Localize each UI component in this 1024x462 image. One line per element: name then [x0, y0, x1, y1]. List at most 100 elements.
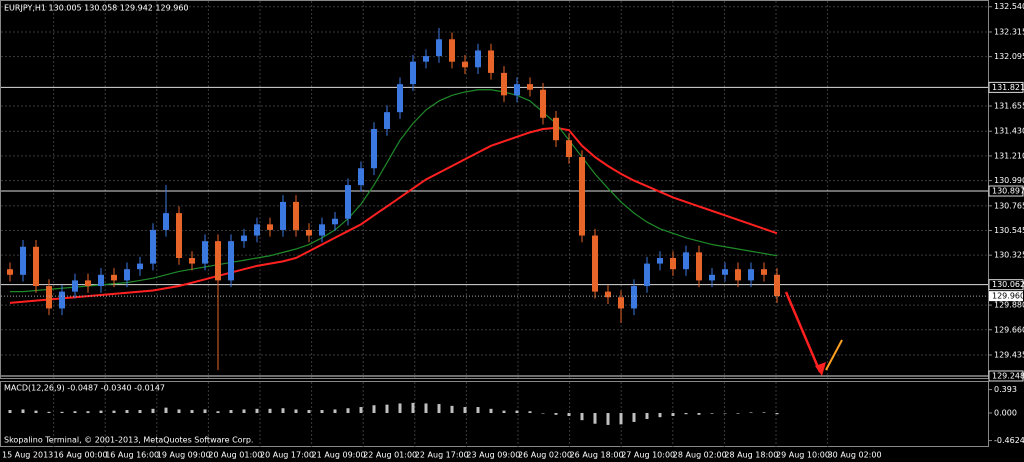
x-tick-label: 28 Aug 02:00 [673, 451, 727, 460]
macd-bar [294, 409, 298, 414]
candle-body [189, 257, 195, 264]
level-label: 131.821 [992, 83, 1024, 92]
macd-tick-label: 0.000 [994, 409, 1017, 418]
candle-body [540, 89, 546, 118]
macd-bar [502, 410, 506, 414]
moving-average [9, 126, 778, 304]
candle-body [202, 241, 208, 264]
candle-body [72, 280, 78, 292]
candle-body [592, 235, 598, 292]
candle-body [709, 274, 715, 281]
macd-label: MACD(12,26,9) -0.0487 -0.0340 -0.0147 [4, 384, 165, 393]
macd-bar [619, 413, 623, 425]
candle-body [475, 50, 481, 68]
macd-bar [437, 404, 441, 414]
macd-bar [515, 410, 519, 414]
macd-bar [8, 410, 12, 414]
candle-body [397, 84, 403, 113]
x-tick-label: 26 Aug 18:00 [570, 451, 624, 460]
macd-bar [424, 403, 428, 414]
macd-tick-label: 0.393 [994, 385, 1017, 394]
macd-bar [580, 413, 584, 421]
macd-bar [606, 413, 610, 425]
candle-body [631, 286, 637, 309]
macd-bar [151, 408, 155, 414]
x-tick-label: 29 Aug 10:00 [776, 451, 830, 460]
candle-body [254, 224, 260, 236]
footer: Skopalino Terminal, © 2001-2013, MetaQuo… [4, 436, 253, 445]
candle-body [280, 201, 286, 230]
candle-body [33, 246, 39, 287]
macd-bar [684, 413, 688, 415]
plot: 131.821 130.897 130.062 129.248 129.960 [1, 28, 1024, 425]
y-tick-label: 131.655 [994, 101, 1024, 110]
level-label: 129.248 [992, 371, 1024, 380]
candle-body [449, 39, 455, 62]
macd-bar [242, 409, 246, 414]
candle-body [748, 269, 754, 281]
candle-body [59, 291, 65, 309]
candle-body [358, 168, 364, 186]
candle-body [774, 274, 780, 297]
candle-body [462, 61, 468, 68]
macd-bar [21, 409, 25, 414]
x-tick-label: 20 Aug 17:00 [260, 451, 314, 460]
candle-body [722, 269, 728, 275]
x-tick-label: 20 Aug 01:00 [208, 451, 262, 460]
candle-body [436, 39, 442, 57]
x-tick-label: 21 Aug 09:00 [312, 451, 366, 460]
macd-bar [216, 411, 220, 414]
candle-body [683, 252, 689, 270]
candle-body [579, 157, 585, 236]
macd-bar [164, 407, 168, 414]
candle-body [735, 269, 741, 281]
candle-body [332, 218, 338, 225]
macd-bar [268, 408, 272, 414]
candle-body [514, 84, 520, 96]
candle-body [306, 229, 312, 236]
candle-body [7, 269, 13, 275]
macd-bar [125, 410, 129, 414]
macd-tick-label: -0.4624 [994, 436, 1024, 445]
candle-body [410, 61, 416, 85]
candle-body [124, 269, 130, 281]
macd-bar [255, 408, 259, 414]
candle-body [527, 84, 533, 90]
candle-body [85, 280, 91, 287]
candle-body [657, 257, 663, 264]
macd-bar [645, 413, 649, 419]
candle-body [293, 201, 299, 230]
macd-pane-frame [0, 381, 989, 447]
candle-body [553, 117, 559, 141]
y-tick-label: 129.660 [994, 325, 1024, 334]
y-tick-label: 132.315 [994, 27, 1024, 36]
candle-body [501, 72, 507, 96]
candle-body [488, 50, 494, 73]
x-tick-label: 22 Aug 17:00 [415, 451, 469, 460]
candle-body [163, 213, 169, 230]
y-tick-label: 130.325 [994, 251, 1024, 260]
macd-bar [229, 410, 233, 414]
y-tick-label: 129.435 [994, 351, 1024, 360]
forecast-rebound [825, 339, 843, 371]
y-tick-label: 131.430 [994, 127, 1024, 136]
macd-bar [528, 411, 532, 414]
candle-body [46, 286, 52, 309]
macd-bar [398, 403, 402, 414]
macd-bar [736, 413, 740, 414]
level-label-box [988, 185, 1024, 197]
candle-body [423, 56, 429, 62]
macd-bar [372, 405, 376, 414]
level-label-box [988, 279, 1024, 291]
x-tick-label: 15 Aug 2013 [2, 451, 53, 460]
macd-bar [463, 407, 467, 414]
current-price-box [989, 291, 1023, 302]
y-tick-label: 132.095 [994, 52, 1024, 61]
macd-bar [450, 405, 454, 414]
macd-bar [411, 402, 415, 414]
moving-average [10, 89, 778, 293]
candle-body [176, 213, 182, 258]
macd-bar [749, 412, 753, 414]
macd-bar [47, 411, 51, 414]
